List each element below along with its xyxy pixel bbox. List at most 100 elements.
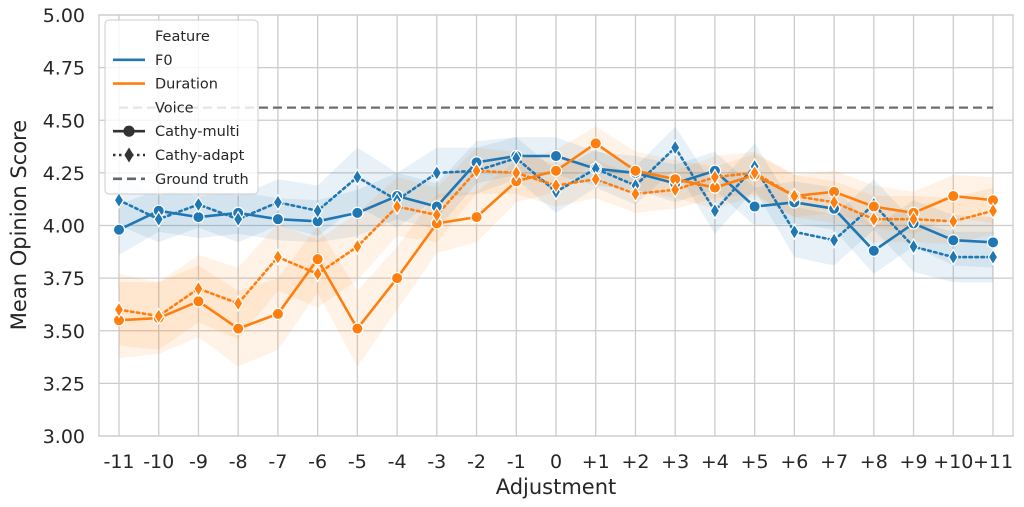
data-point [192,210,205,224]
data-point [590,170,602,188]
data-point [510,164,522,182]
data-point [153,210,165,228]
data-point [271,212,285,226]
y-tick-label: 4.75 [43,58,85,80]
data-point [868,210,880,228]
data-point [908,237,919,256]
data-point [908,210,919,228]
x-tick-label: -10 [143,451,174,473]
x-tick-labels: -11 -10 -9 -8 -7 -6 -5 -4 -3 -2 -1 0 +1 +2 +3 +4 +5 +6 +7 +… [103,451,1013,473]
legend-marker [123,125,135,137]
y-axis-title: Mean Opinion Score [7,120,31,330]
data-point [470,210,483,224]
y-tick-label: 5.00 [43,5,85,27]
legend-label: Duration [155,77,218,93]
data-point [390,271,404,285]
x-axis-title: Adjustment [496,475,617,499]
x-tick-label: -6 [308,451,327,473]
x-tick-label: +7 [820,451,848,473]
data-point [947,234,960,247]
data-point [789,187,800,205]
data-point [431,206,443,224]
data-point [391,197,403,216]
data-point [828,193,840,211]
data-point [549,164,563,177]
legend-box [104,19,259,195]
legend-entry: Feature [155,29,210,45]
data-point [867,244,881,257]
legend-label: Cathy-adapt [155,148,245,164]
x-tick-label: +3 [661,451,689,473]
x-tick-label: -1 [507,451,526,473]
x-tick-label: -8 [229,451,248,473]
x-tick-label: +1 [582,451,610,473]
series-markers [112,137,1000,335]
legend-header: Voice [155,100,194,116]
legend-label: Ground truth [155,172,249,188]
data-point [272,193,284,211]
data-point [709,202,721,220]
data-point [947,212,959,230]
y-tick-label: 3.50 [43,321,85,343]
data-point [352,237,363,256]
data-point [947,189,960,203]
legend-entry: F0 [113,53,173,69]
plot-frame [98,14,1014,437]
data-point [112,223,126,236]
legend-label: F0 [155,53,173,69]
data-point [232,210,244,228]
data-point [669,181,681,199]
legend: Feature F0 Duration Voice Cathy-multi Cathy-a… [104,19,259,195]
y-tick-label: 3.75 [43,268,85,290]
legend-entry: Cathy-multi [113,124,240,140]
x-tick-label: +10 [933,451,973,473]
legend-marker [124,147,134,163]
x-tick-label: +8 [860,451,888,473]
data-point [351,206,364,220]
data-point [272,248,284,266]
x-tick-label: -4 [388,451,407,473]
data-point [193,280,204,298]
confidence-band [119,126,993,283]
data-point [311,252,324,266]
data-point [352,168,363,186]
data-point [629,164,642,177]
x-tick-label: -11 [103,451,134,473]
data-point [709,168,721,186]
data-point [987,248,999,266]
data-point [669,138,681,157]
data-point [431,164,443,182]
x-tick-label: -7 [268,451,287,473]
y-tick-labels: 3.00 3.25 3.50 3.75 4.00 4.25 4.50 4.75 5.00 [43,5,85,448]
legend-entry: Cathy-adapt [113,147,245,164]
x-tick-label: -9 [189,451,208,473]
data-point [271,307,285,321]
x-tick-label: -3 [427,451,446,473]
data-point [748,200,761,213]
y-tick-label: 3.00 [43,426,85,448]
x-tick-label: +2 [621,451,649,473]
data-point [986,236,1000,249]
data-point [549,149,563,163]
x-tick-label: +11 [973,451,1013,473]
data-point [749,164,760,182]
data-point [630,185,641,203]
data-point [232,294,244,313]
x-tick-label: 0 [550,451,562,473]
x-tick-label: -5 [348,451,367,473]
data-point [828,231,840,249]
x-tick-label: +9 [900,451,928,473]
data-point [351,322,364,335]
x-tick-label: +6 [780,451,808,473]
data-point [789,223,800,241]
legend-entry: Voice [155,100,194,116]
data-point [947,248,959,266]
data-point [231,322,245,335]
legend-header: Feature [155,29,210,45]
data-point [312,265,323,283]
legend-entry: Ground truth [113,172,249,188]
legend-label: Cathy-multi [155,124,240,140]
data-point [550,176,562,195]
data-point [312,202,323,220]
